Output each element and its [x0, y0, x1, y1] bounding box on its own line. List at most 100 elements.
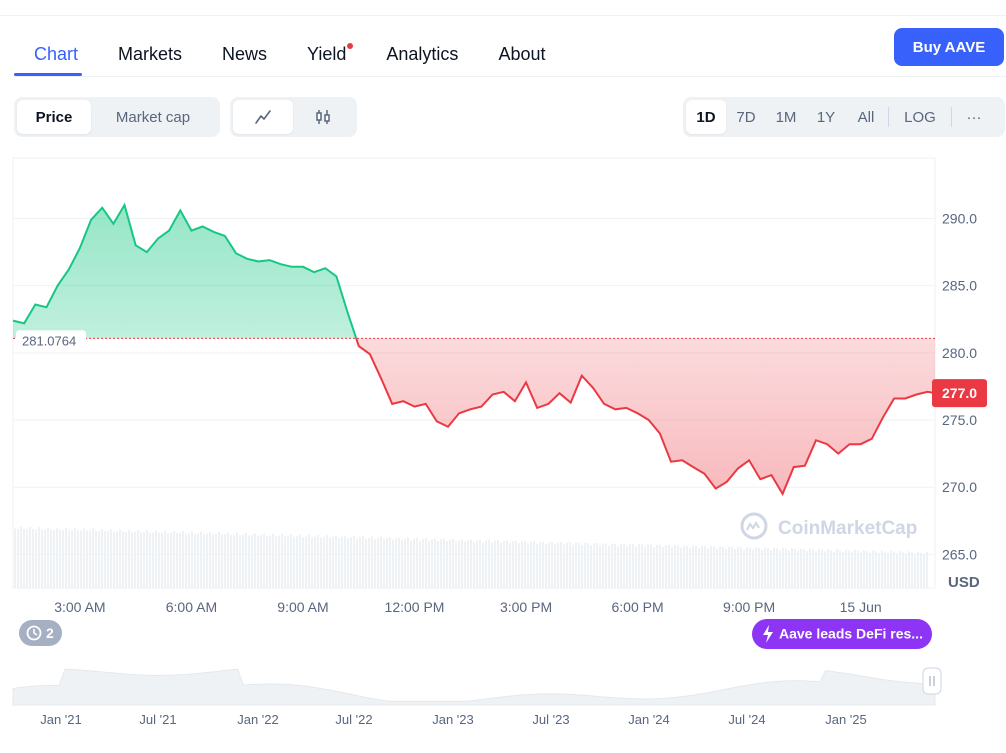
volume-bar	[572, 544, 574, 588]
x-tick-label: 12:00 PM	[385, 599, 445, 615]
volume-bar	[539, 541, 541, 588]
volume-bar	[128, 529, 130, 588]
volume-bar	[653, 546, 655, 588]
more-options-button[interactable]: ···	[966, 108, 982, 126]
candlestick-icon	[316, 110, 330, 124]
metric-toggle: Price Market cap	[14, 97, 220, 137]
candlestick-button[interactable]	[293, 100, 353, 134]
range-7d-button[interactable]: 7D	[736, 108, 756, 126]
volume-bar	[155, 530, 157, 588]
volume-bar	[146, 530, 148, 588]
volume-bar	[140, 532, 142, 588]
volume-bar	[920, 552, 922, 588]
volume-bar	[491, 542, 493, 588]
volume-bar	[392, 539, 394, 588]
volume-bar	[617, 545, 619, 588]
tab-chart[interactable]: Chart	[13, 40, 83, 76]
volume-bar	[899, 550, 901, 588]
volume-bar	[905, 553, 907, 588]
volume-bar	[443, 538, 445, 588]
log-scale-button[interactable]: LOG	[904, 108, 936, 126]
price-line-down	[355, 338, 936, 497]
open-price-label: 281.0764	[16, 330, 86, 351]
x-tick-label: 3:00 PM	[500, 599, 552, 615]
volume-bar	[65, 527, 67, 588]
volume-bar	[662, 547, 664, 588]
volume-bar	[284, 536, 286, 588]
tab-about[interactable]: About	[498, 40, 545, 76]
volume-bar	[923, 554, 925, 588]
volume-bar	[731, 547, 733, 588]
volume-bar	[242, 534, 244, 588]
volume-bar	[848, 550, 850, 588]
volume-bar	[893, 551, 895, 588]
range-all-button[interactable]: All	[857, 108, 875, 126]
tab-analytics[interactable]: Analytics	[386, 40, 458, 76]
overview-x-label: Jul '22	[335, 712, 372, 727]
volume-bar	[440, 539, 442, 588]
lightning-icon	[763, 625, 773, 643]
news-pill[interactable]: Aave leads DeFi res...	[752, 619, 932, 649]
volume-bar	[233, 534, 235, 588]
volume-bar	[779, 550, 781, 588]
range-1y-button[interactable]: 1Y	[816, 108, 836, 126]
tab-markets[interactable]: Markets	[118, 40, 182, 76]
x-tick-label: 15 Jun	[840, 599, 882, 615]
volume-bar	[773, 547, 775, 588]
volume-bar	[641, 544, 643, 588]
volume-bar	[881, 550, 883, 588]
line-chart-icon	[255, 110, 271, 124]
volume-bar	[482, 542, 484, 588]
volume-bar	[542, 541, 544, 588]
volume-bar	[800, 548, 802, 588]
volume-bar	[113, 531, 115, 588]
market-cap-option[interactable]: Market cap	[115, 108, 191, 126]
volume-bar	[575, 542, 577, 588]
volume-bar	[32, 529, 34, 588]
volume-bar	[521, 541, 523, 588]
volume-bar	[551, 541, 553, 588]
volume-bar	[554, 544, 556, 588]
volume-bar	[497, 540, 499, 588]
history-badge[interactable]: 2	[19, 620, 62, 646]
navigator-handle[interactable]	[922, 667, 942, 695]
volume-bar	[887, 553, 889, 588]
volume-bar	[260, 535, 262, 588]
volume-bar	[236, 532, 238, 588]
gridlines	[13, 217, 935, 555]
line-chart-button[interactable]	[233, 100, 293, 134]
overview-navigator[interactable]	[12, 668, 936, 706]
volume-bar	[545, 544, 547, 588]
volume-bar	[329, 537, 331, 588]
volume-bar	[371, 536, 373, 588]
volume-bar	[860, 552, 862, 588]
volume-bar	[683, 545, 685, 588]
volume-bar	[308, 534, 310, 588]
volume-bar	[632, 544, 634, 588]
volume-bar	[488, 539, 490, 588]
volume-bar	[77, 530, 79, 588]
volume-bar	[386, 538, 388, 588]
volume-bar	[173, 530, 175, 588]
volume-bar	[53, 529, 55, 588]
range-1d-button[interactable]: 1D	[686, 100, 726, 134]
buy-aave-button[interactable]: Buy AAVE	[894, 28, 1004, 66]
volume-bar	[689, 547, 691, 588]
volume-bar	[137, 529, 139, 588]
tab-news[interactable]: News	[222, 40, 267, 76]
tab-chart-label: Chart	[34, 44, 79, 64]
price-option[interactable]: Price	[17, 100, 91, 134]
watermark: CoinMarketCap	[740, 512, 917, 540]
x-tick-label: 9:00 AM	[277, 599, 328, 615]
volume-bar	[449, 539, 451, 588]
volume-bar	[425, 538, 427, 588]
volume-bar	[869, 552, 871, 588]
volume-bar	[908, 551, 910, 588]
volume-bar	[452, 538, 454, 588]
volume-bar	[851, 552, 853, 588]
range-1m-button[interactable]: 1M	[775, 108, 797, 126]
volume-bar	[287, 535, 289, 588]
tab-yield[interactable]: Yield	[307, 40, 354, 76]
price-area-down	[13, 338, 935, 494]
volume-bar	[176, 533, 178, 588]
